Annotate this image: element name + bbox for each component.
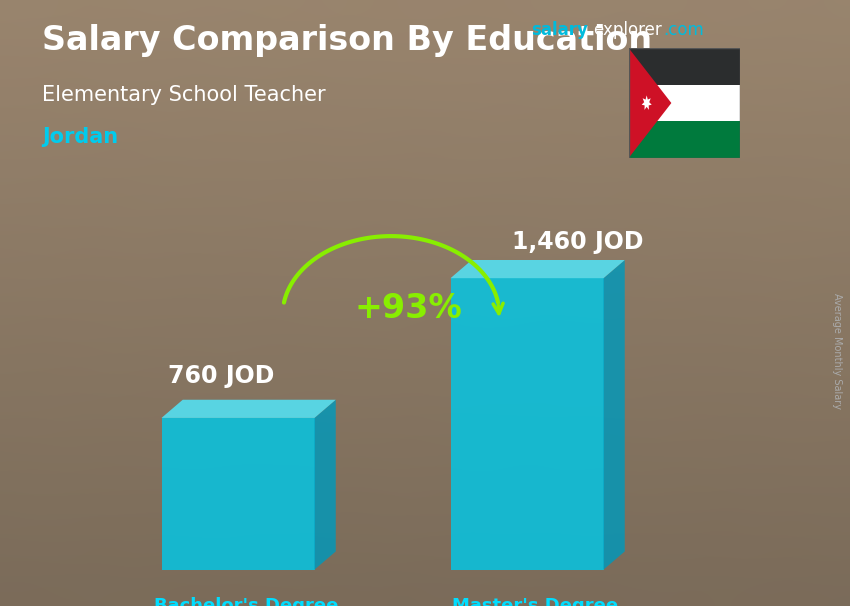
Polygon shape	[629, 48, 672, 158]
Text: +93%: +93%	[354, 292, 462, 325]
Text: 760 JOD: 760 JOD	[167, 364, 275, 388]
Polygon shape	[162, 418, 314, 570]
Polygon shape	[604, 260, 625, 570]
Text: .com: .com	[663, 21, 704, 39]
Bar	[629, 121, 740, 158]
Bar	[629, 48, 740, 85]
Text: Master's Degree: Master's Degree	[452, 597, 619, 606]
Polygon shape	[450, 278, 604, 570]
Bar	[629, 85, 740, 121]
Text: Jordan: Jordan	[42, 127, 119, 147]
Polygon shape	[450, 260, 625, 278]
Text: explorer: explorer	[593, 21, 662, 39]
Text: Salary Comparison By Education: Salary Comparison By Education	[42, 24, 653, 57]
Text: Bachelor's Degree: Bachelor's Degree	[155, 597, 338, 606]
Text: salary: salary	[531, 21, 588, 39]
Polygon shape	[162, 400, 336, 418]
Text: 1,460 JOD: 1,460 JOD	[513, 230, 643, 254]
Polygon shape	[314, 400, 336, 570]
Text: Average Monthly Salary: Average Monthly Salary	[832, 293, 842, 410]
Text: Elementary School Teacher: Elementary School Teacher	[42, 85, 326, 105]
Polygon shape	[642, 95, 652, 110]
